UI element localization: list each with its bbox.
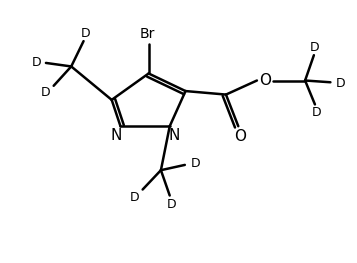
Text: N: N <box>111 128 122 143</box>
Text: D: D <box>41 86 51 99</box>
Text: D: D <box>191 157 200 170</box>
Text: D: D <box>336 77 345 90</box>
Text: D: D <box>130 191 139 204</box>
Text: D: D <box>312 106 321 119</box>
Text: D: D <box>310 41 320 54</box>
Text: D: D <box>81 27 91 39</box>
Text: N: N <box>168 128 180 143</box>
Text: O: O <box>234 129 246 144</box>
Text: D: D <box>31 56 41 69</box>
Text: Br: Br <box>139 27 155 41</box>
Text: O: O <box>259 73 271 88</box>
Text: D: D <box>167 198 176 211</box>
